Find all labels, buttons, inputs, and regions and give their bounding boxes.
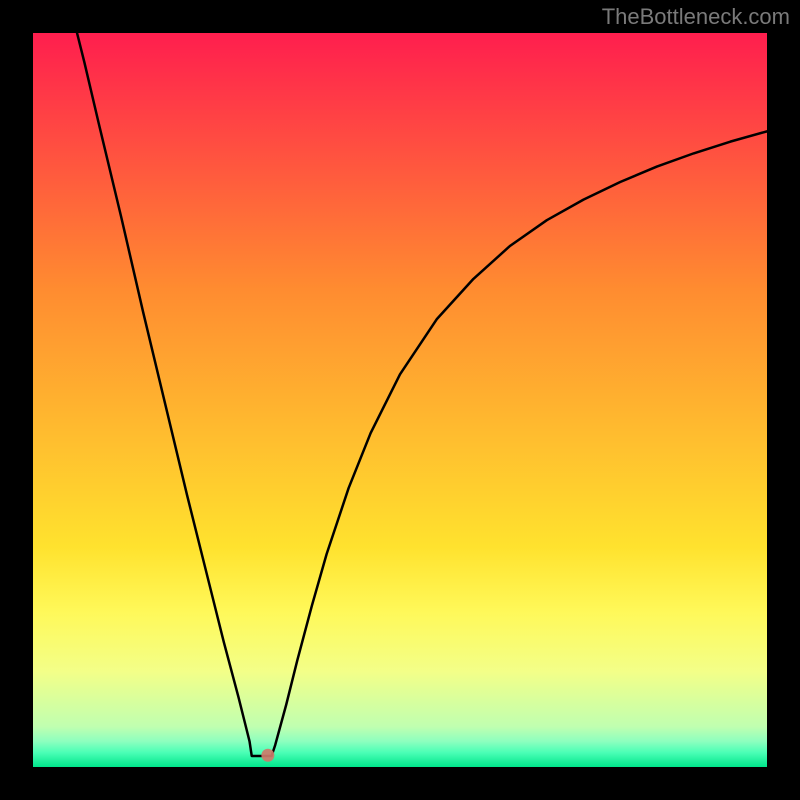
curve-layer [33,33,767,767]
plot-area [33,33,767,767]
bottleneck-curve [77,33,767,756]
watermark-text: TheBottleneck.com [602,4,790,30]
optimum-marker [261,749,274,762]
